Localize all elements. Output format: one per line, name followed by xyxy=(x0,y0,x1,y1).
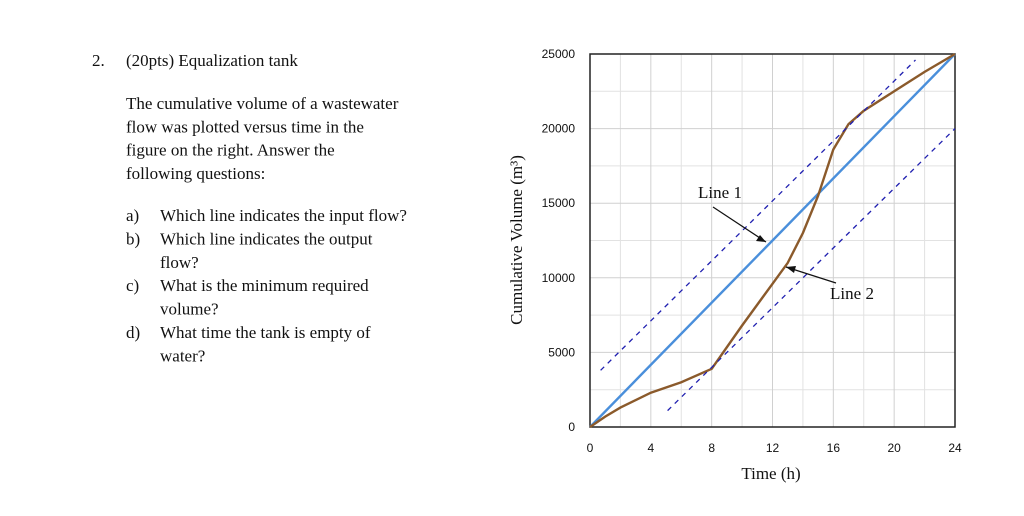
item-line: volume? xyxy=(160,300,219,319)
item-line: What is the minimum required xyxy=(160,276,369,295)
question-number: 2. xyxy=(92,51,105,70)
arrowhead xyxy=(786,266,796,273)
x-tick-label: 24 xyxy=(948,441,962,455)
intro-line: flow was plotted versus time in the xyxy=(126,117,364,136)
item-line: What time the tank is empty of xyxy=(160,323,371,342)
intro-line: following questions: xyxy=(126,164,265,183)
intro-line: The cumulative volume of a wastewater xyxy=(126,94,399,113)
item-line: Which line indicates the output xyxy=(160,229,373,248)
y-tick-label: 10000 xyxy=(542,271,576,285)
x-tick-label: 12 xyxy=(766,441,780,455)
x-tick-label: 4 xyxy=(647,441,654,455)
dashed-line xyxy=(667,128,956,412)
x-tick-label: 0 xyxy=(587,441,594,455)
item-label: a) xyxy=(126,206,139,225)
series-line xyxy=(589,53,956,428)
x-tick-label: 20 xyxy=(887,441,901,455)
series-line xyxy=(589,52,956,428)
arrowhead xyxy=(756,235,766,242)
item-label: c) xyxy=(126,276,139,295)
item-label: d) xyxy=(126,323,140,342)
item-line: Which line indicates the input flow? xyxy=(160,206,407,225)
y-tick-label: 20000 xyxy=(542,122,576,136)
y-tick-label: 0 xyxy=(568,420,575,434)
annotation: Line 1 xyxy=(698,183,742,202)
y-tick-label: 15000 xyxy=(542,196,576,210)
intro-line: figure on the right. Answer the xyxy=(126,141,335,160)
x-tick-label: 8 xyxy=(708,441,715,455)
annotation: Line 2 xyxy=(830,284,874,303)
y-tick-label: 5000 xyxy=(548,345,575,359)
item-line: water? xyxy=(160,346,205,365)
y-axis-title: Cumulative Volume (m³) xyxy=(507,155,526,325)
x-tick-label: 16 xyxy=(827,441,841,455)
dashed-line xyxy=(600,59,916,371)
chart: 0 4 8 12 16 20 24 0 5000 10000 15000 20000 25000 Time… xyxy=(507,47,962,483)
plot-frame xyxy=(589,53,956,428)
arrow xyxy=(712,206,767,243)
y-tick-label: 25000 xyxy=(542,47,576,61)
question-body: The cumulative volume of a wastewater flo… xyxy=(126,94,407,365)
item-line: flow? xyxy=(160,253,199,272)
question-title: (20pts) Equalization tank xyxy=(126,51,298,70)
item-label: b) xyxy=(126,229,140,248)
x-axis-title: Time (h) xyxy=(741,464,800,483)
